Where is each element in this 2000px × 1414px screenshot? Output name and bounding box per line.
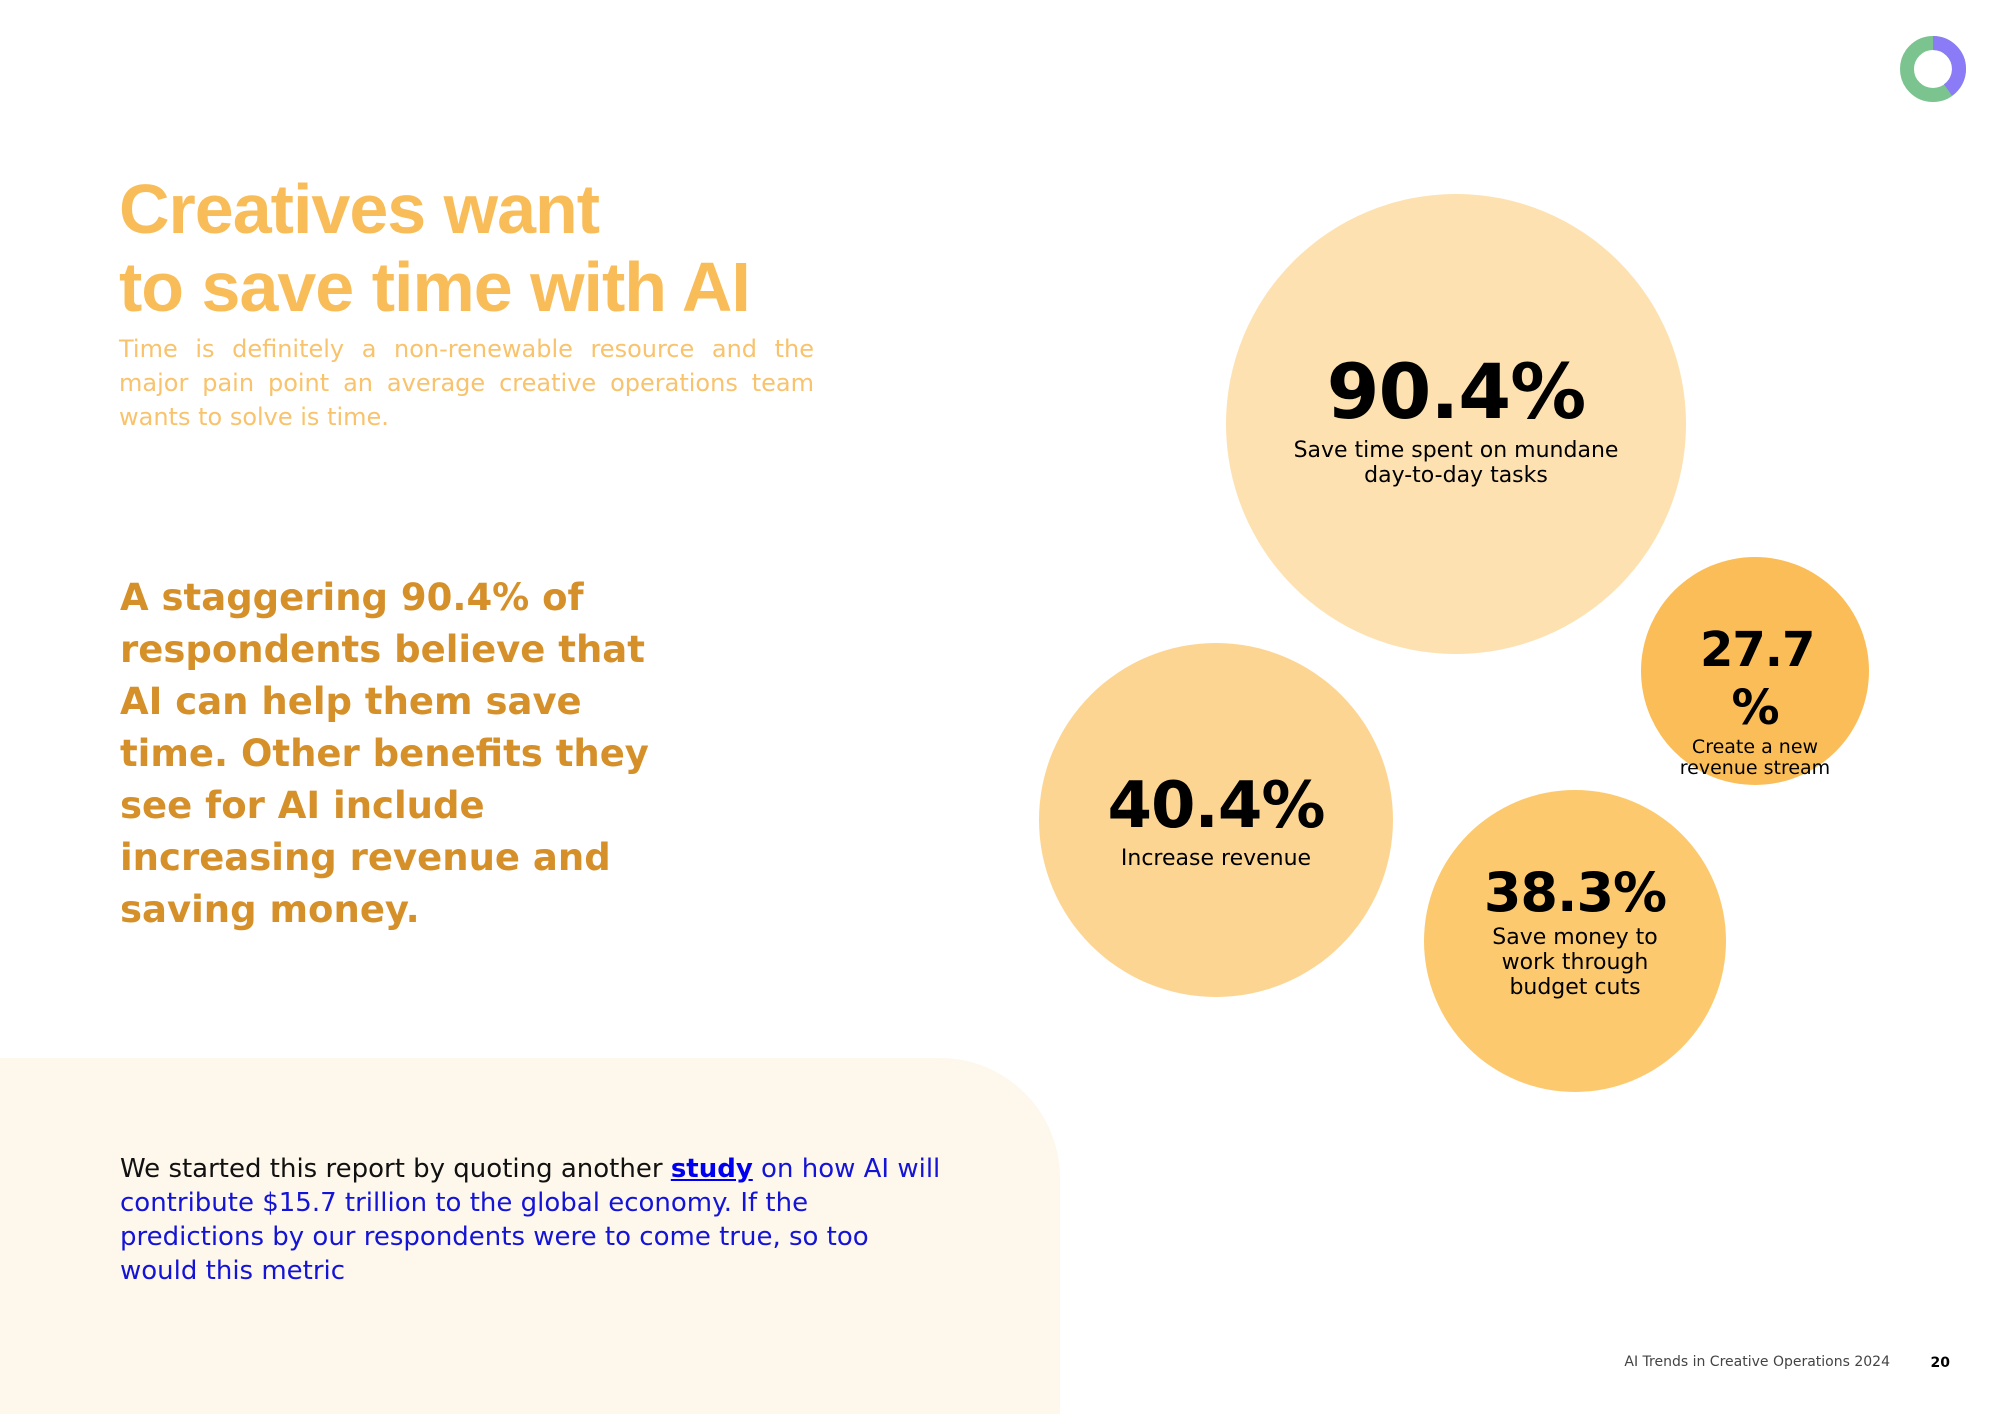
stat-bubble-new-revenue-stream: 27.7 % Create a new revenue stream <box>1641 557 1869 785</box>
note-prefix: We started this report by quoting anothe… <box>120 1154 671 1184</box>
note-panel <box>0 1058 1060 1414</box>
title-line-1: Creatives want <box>119 170 600 248</box>
stat-label: Increase revenue <box>1120 845 1312 871</box>
footer-report-title: AI Trends in Creative Operations 2024 <box>1624 1354 1890 1370</box>
stat-label: Create a new revenue stream <box>1679 736 1831 779</box>
stat-bubble-increase-revenue: 40.4% Increase revenue <box>1039 643 1393 997</box>
highlight-statement: A staggering 90.4% of respondents believ… <box>120 576 649 931</box>
page-subtitle: Time is definitely a non-renewable resou… <box>119 335 814 431</box>
stat-value: 27.7 % <box>1700 622 1815 736</box>
ring-logo-icon <box>1900 36 1967 102</box>
study-link[interactable]: study <box>670 1154 753 1184</box>
page-number: 20 <box>1930 1355 1950 1371</box>
stat-label: Save money to work through budget cuts <box>1492 924 1658 1000</box>
stat-value: 38.3% <box>1483 860 1667 924</box>
stat-value: 90.4% <box>1326 347 1587 436</box>
title-line-2: to save time with AI <box>119 248 751 326</box>
stat-bubble-save-money: 38.3% Save money to work through budget … <box>1424 790 1726 1092</box>
stat-value: 40.4% <box>1107 768 1325 843</box>
study-note: We started this report by quoting anothe… <box>120 1152 950 1288</box>
stat-label: Save time spent on mundane day-to-day ta… <box>1293 438 1619 488</box>
page-title: Creatives want to save time with AI <box>119 170 751 326</box>
note-suffix: on how AI will contribute $15.7 trillion… <box>120 1154 941 1286</box>
stat-bubble-save-time: 90.4% Save time spent on mundane day-to-… <box>1226 194 1686 654</box>
